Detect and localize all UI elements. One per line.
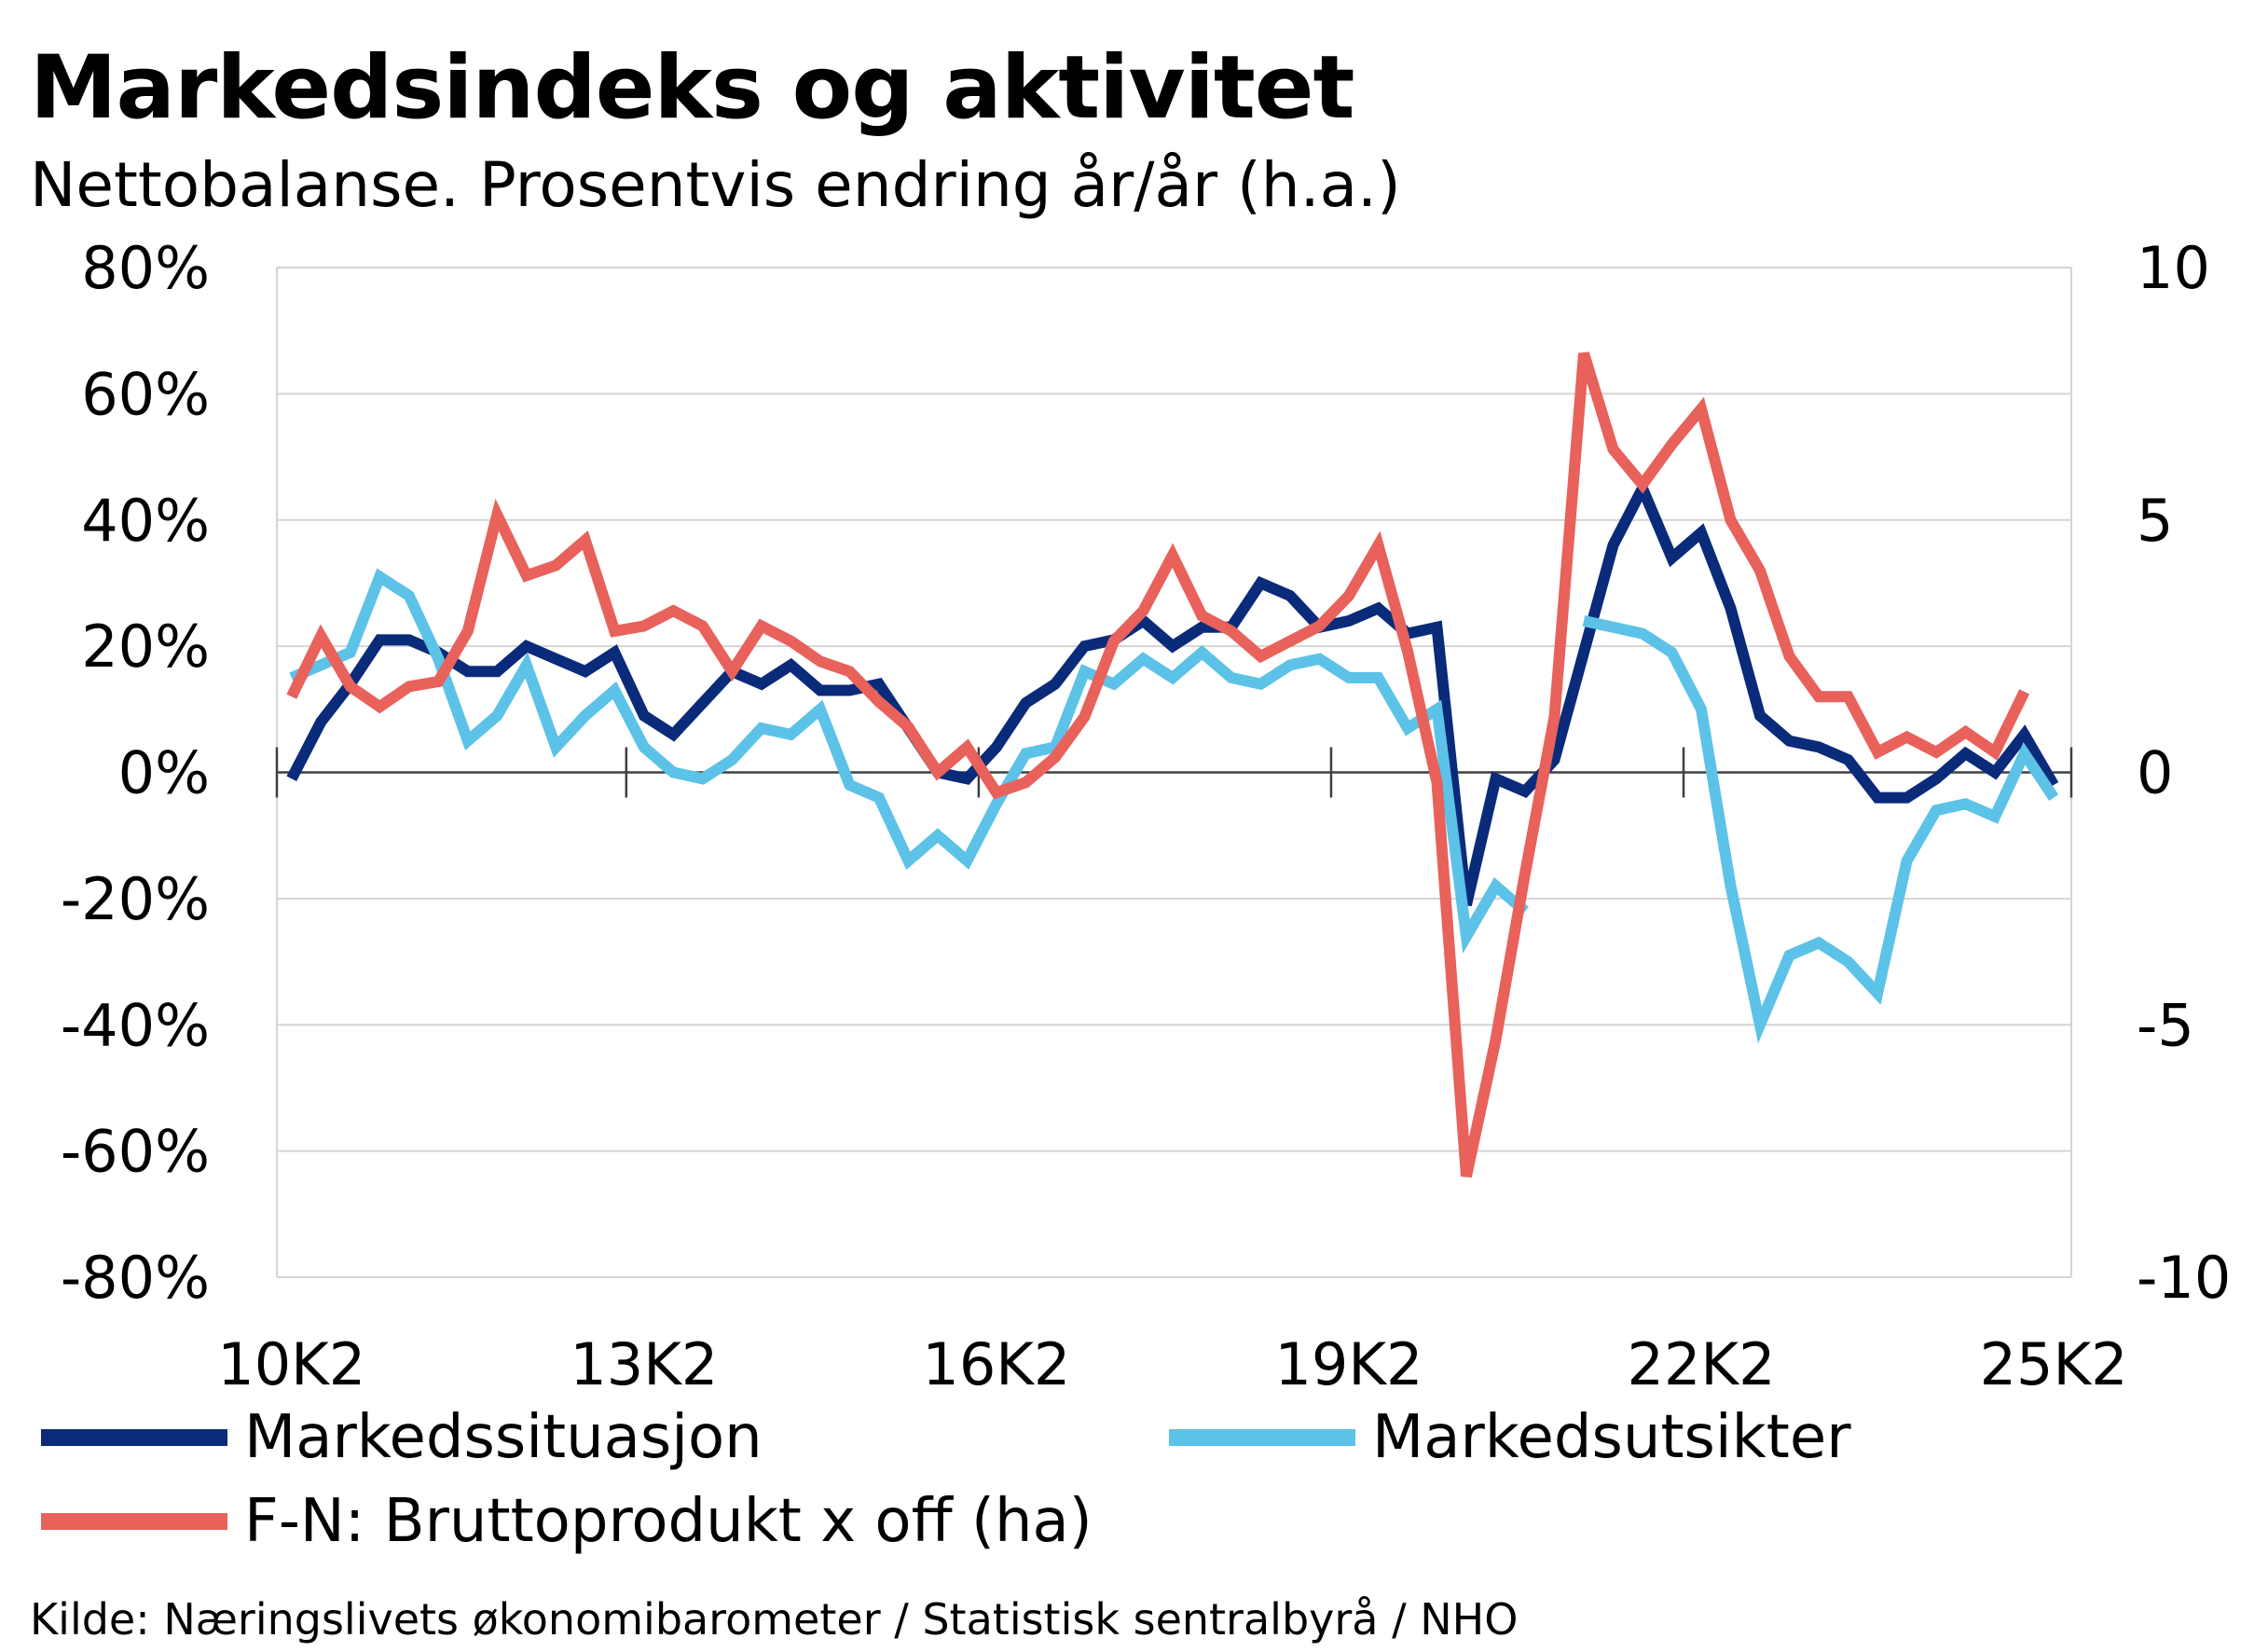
legend-label-bruttoprodukt: F-N: Bruttoprodukt x off (ha)	[244, 1487, 1093, 1556]
y-left-tick-label: -60%	[61, 1118, 210, 1186]
x-tick-label: 19K2	[1274, 1330, 1423, 1398]
gridlines	[277, 267, 2071, 1278]
legend-swatch-markedssituasjon	[41, 1429, 227, 1446]
legend-label-markedssituasjon: Markedssituasjon	[244, 1403, 763, 1472]
y-left-tick-label: -20%	[61, 865, 210, 933]
y-left-tick-label: -80%	[61, 1244, 210, 1312]
y-right-tick-label: 0	[2137, 739, 2173, 807]
x-tick-label: 16K2	[922, 1330, 1070, 1398]
x-tick-label: 10K2	[217, 1330, 365, 1398]
series-line-markedsutsikter	[289, 568, 1529, 954]
legend-item-bruttoprodukt: F-N: Bruttoprodukt x off (ha)	[41, 1487, 1093, 1556]
tick-labels: -80% -60% -40% -20% 0% 20% 40% 60% 80% -10 -5 0 5 10 1…	[61, 234, 2231, 1398]
source-note: Kilde: Næringslivets økonomibarometer / …	[30, 1594, 1519, 1645]
x-tick-label: 22K2	[1628, 1330, 1776, 1398]
y-left-tick-label: -40%	[61, 991, 210, 1059]
x-tick-label: 25K2	[1980, 1330, 2128, 1398]
chart-subtitle: Nettobalanse. Prosentvis endring år/år (…	[30, 149, 1401, 221]
legend-item-markedssituasjon: Markedssituasjon	[41, 1403, 763, 1472]
chart-title: Markedsindeks og aktivitet	[30, 37, 1354, 139]
x-tick-label: 13K2	[570, 1330, 718, 1398]
legend: Markedssituasjon Markedsutsikter F-N: Br…	[41, 1403, 2268, 1580]
y-left-tick-label: 40%	[81, 487, 210, 555]
y-right-tick-label: 5	[2137, 487, 2173, 555]
y-right-tick-label: -10	[2137, 1244, 2231, 1312]
series-line-markedssituasjon	[286, 475, 2059, 906]
y-left-tick-label: 80%	[81, 234, 210, 302]
y-left-tick-label: 20%	[81, 613, 210, 681]
legend-label-markedsutsikter: Markedsutsikter	[1372, 1403, 1851, 1472]
axes	[275, 268, 2073, 1277]
legend-swatch-markedsutsikter	[1169, 1429, 1355, 1446]
y-left-tick-label: 0%	[118, 739, 210, 807]
series-line-f-n-bruttoprodukt-x-off-ha	[286, 351, 2029, 1177]
y-right-tick-label: -5	[2137, 991, 2194, 1059]
legend-item-markedsutsikter: Markedsutsikter	[1169, 1403, 1851, 1472]
series-line-markedsutsikter	[1582, 615, 2059, 1044]
series-lines	[286, 351, 2059, 1177]
y-right-tick-label: 10	[2137, 234, 2210, 302]
legend-swatch-bruttoprodukt	[41, 1513, 227, 1530]
y-left-tick-label: 60%	[81, 360, 210, 428]
line-chart: -80% -60% -40% -20% 0% 20% 40% 60% 80% -10 -5 0 5 10 1…	[61, 234, 2231, 1398]
